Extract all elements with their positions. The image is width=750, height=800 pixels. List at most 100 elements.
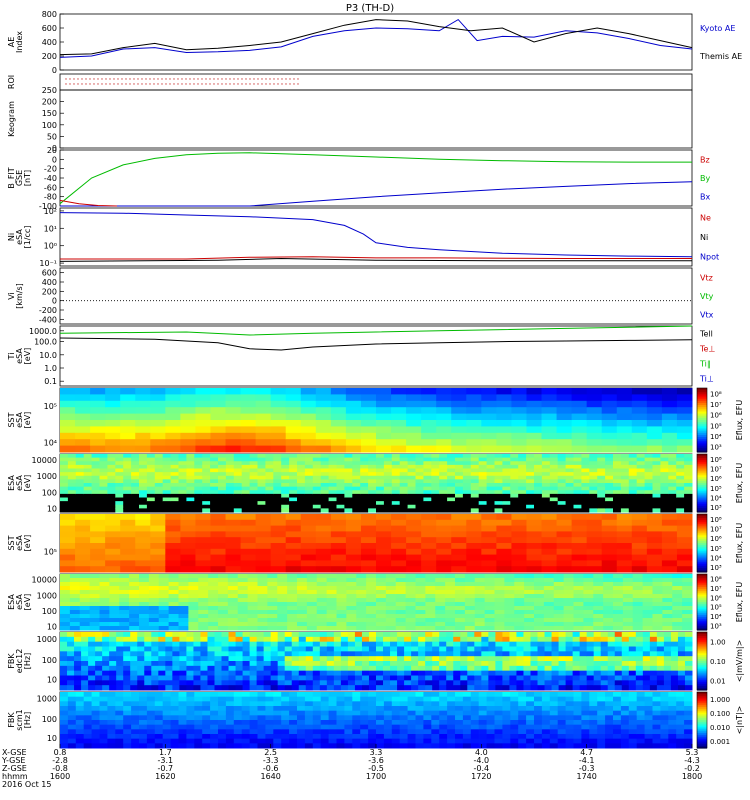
spectrogram-cell [225,734,235,740]
spectrogram-cell [165,514,181,521]
spectrogram-cell [360,531,377,538]
spectrogram-cell [632,602,644,607]
spectrogram-cell [60,388,76,395]
spectrogram-cell [663,651,672,657]
spectrogram-cell [88,646,96,652]
spectrogram-cell [537,665,546,672]
spectrogram-cell [660,486,669,491]
spectrogram-cell [481,670,489,676]
spectrogram-cell [543,602,555,607]
roi-dot [201,78,203,80]
spectrogram-cell [556,407,573,415]
spectrogram-cell [558,675,567,681]
spectrogram-cell [451,413,467,421]
spectrogram-cell [368,490,377,495]
spectrogram-cell [165,554,181,561]
colorbar-tick-label: 10³ [710,622,722,630]
spectrogram-cell [502,486,511,491]
spectrogram-cell [79,582,91,587]
spectrogram-cell [312,454,322,459]
spectrogram-cell [431,504,440,509]
spectrogram-cell [297,626,308,631]
spectrogram-cell [237,582,249,587]
spectrogram-cell [502,636,510,643]
spectrogram-cell [565,636,574,643]
spectrogram-cell [195,432,211,440]
spectrogram-cell [436,566,452,573]
spectrogram-cell [158,651,166,657]
spectrogram-cell [228,675,237,681]
spectrogram-cell [273,483,282,488]
spectrogram-cell [168,582,180,587]
spectrogram-cell [453,632,461,638]
spectrogram-cell [502,685,510,691]
spectrogram-cell [214,632,223,638]
spectrogram-cell [589,483,598,488]
spectrogram-cell [642,665,651,672]
roi-dot [185,78,187,80]
spectrogram-cell [376,413,392,421]
spectrogram-cell [644,483,653,488]
spectrogram-cell [130,636,138,643]
spectrogram-cell [75,692,85,698]
colorbar-cell [697,496,707,500]
spectrogram-cell [411,675,419,681]
spectrogram-cell [537,670,546,676]
spectrogram-cell [391,490,401,495]
spectrogram-cell [663,675,672,681]
spectrogram-cell [89,618,101,623]
spectrogram-cell [289,508,298,513]
spectrogram-cell [139,626,150,631]
spectrogram-cell [509,656,517,662]
colorbar-cell [697,566,707,569]
spectrogram-cell [660,493,669,499]
spectrogram-cell [478,464,488,470]
spectrogram-cell [105,519,121,527]
spectrogram-cell [139,454,148,459]
spectrogram-cell [186,665,194,672]
spectrogram-cell [435,574,446,579]
tick-label: 1000 [37,591,57,600]
spectrogram-cell [425,594,436,599]
spectrogram-cell [356,590,367,595]
colorbar-cell [697,594,707,597]
roi-dot [233,78,235,80]
spectrogram-cell [415,622,426,627]
spectrogram-cell [131,497,140,502]
spectrogram-cell [496,560,512,567]
spectrogram-cell [270,670,279,676]
spectrogram-cell [195,407,211,415]
spectrogram-cell [228,665,237,672]
spectrogram-cell [198,614,209,619]
spectrogram-cell [221,641,230,647]
spectrogram-cell [241,475,251,480]
spectrogram-cell [586,656,595,662]
spectrogram-cell [660,454,669,459]
colorbar-cell [697,467,707,471]
spectrogram-cell [225,426,242,434]
colorbar-tick-label: 10⁵ [710,545,722,553]
spectrogram-cell [486,508,495,513]
spectrogram-cell [495,675,503,681]
spectrogram-cell [376,626,387,631]
spectrogram-cell [273,696,282,702]
spectrogram-cell [425,602,436,607]
spectrogram-cell [102,680,110,686]
spectrogram-cell [148,622,160,627]
spectrogram-cell [210,525,227,532]
spectrogram-cell [151,665,159,672]
spectrogram-cell [300,388,317,395]
spectrogram-cell [581,508,590,513]
spectrogram-cell [488,636,496,643]
spectrogram-cell [75,486,85,491]
spectrogram-cell [352,508,361,513]
roi-dot [89,78,91,80]
spectrogram-cell [399,454,409,459]
spectrogram-cell [464,574,476,579]
spectrogram-cell [586,665,595,672]
spectrogram-cell [516,670,524,676]
spectrogram-cell [298,675,307,681]
spectrogram-cell [565,493,574,499]
spectrogram-cell [326,675,335,681]
spectrogram-cell [502,656,510,662]
